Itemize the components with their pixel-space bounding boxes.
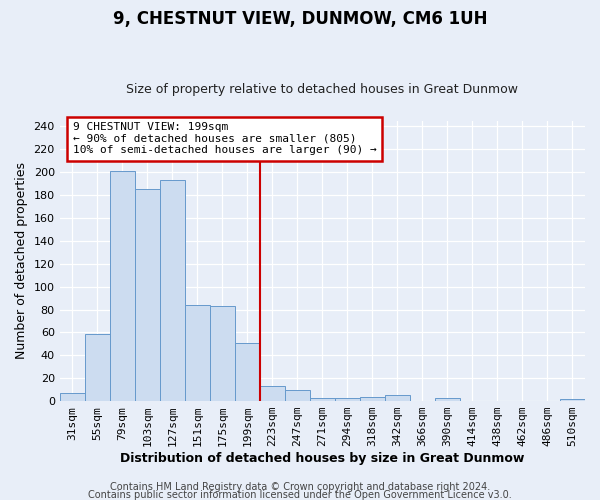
Title: Size of property relative to detached houses in Great Dunmow: Size of property relative to detached ho… [127, 83, 518, 96]
Bar [110, 171, 135, 401]
Bar [160, 180, 185, 401]
Bar [85, 334, 110, 401]
Y-axis label: Number of detached properties: Number of detached properties [15, 162, 28, 360]
Text: 9 CHESTNUT VIEW: 199sqm
← 90% of detached houses are smaller (805)
10% of semi-d: 9 CHESTNUT VIEW: 199sqm ← 90% of detache… [73, 122, 377, 156]
Bar [335, 398, 360, 401]
Bar [435, 398, 460, 401]
Text: Contains HM Land Registry data © Crown copyright and database right 2024.: Contains HM Land Registry data © Crown c… [110, 482, 490, 492]
Bar [260, 386, 285, 401]
Text: Contains public sector information licensed under the Open Government Licence v3: Contains public sector information licen… [88, 490, 512, 500]
Bar [59, 393, 85, 401]
Bar [385, 396, 410, 401]
Bar [360, 396, 385, 401]
Bar [235, 342, 260, 401]
Bar [560, 399, 585, 401]
X-axis label: Distribution of detached houses by size in Great Dunmow: Distribution of detached houses by size … [120, 452, 524, 465]
Bar [285, 390, 310, 401]
Bar [185, 305, 210, 401]
Bar [210, 306, 235, 401]
Text: 9, CHESTNUT VIEW, DUNMOW, CM6 1UH: 9, CHESTNUT VIEW, DUNMOW, CM6 1UH [113, 10, 487, 28]
Bar [135, 190, 160, 401]
Bar [310, 398, 335, 401]
